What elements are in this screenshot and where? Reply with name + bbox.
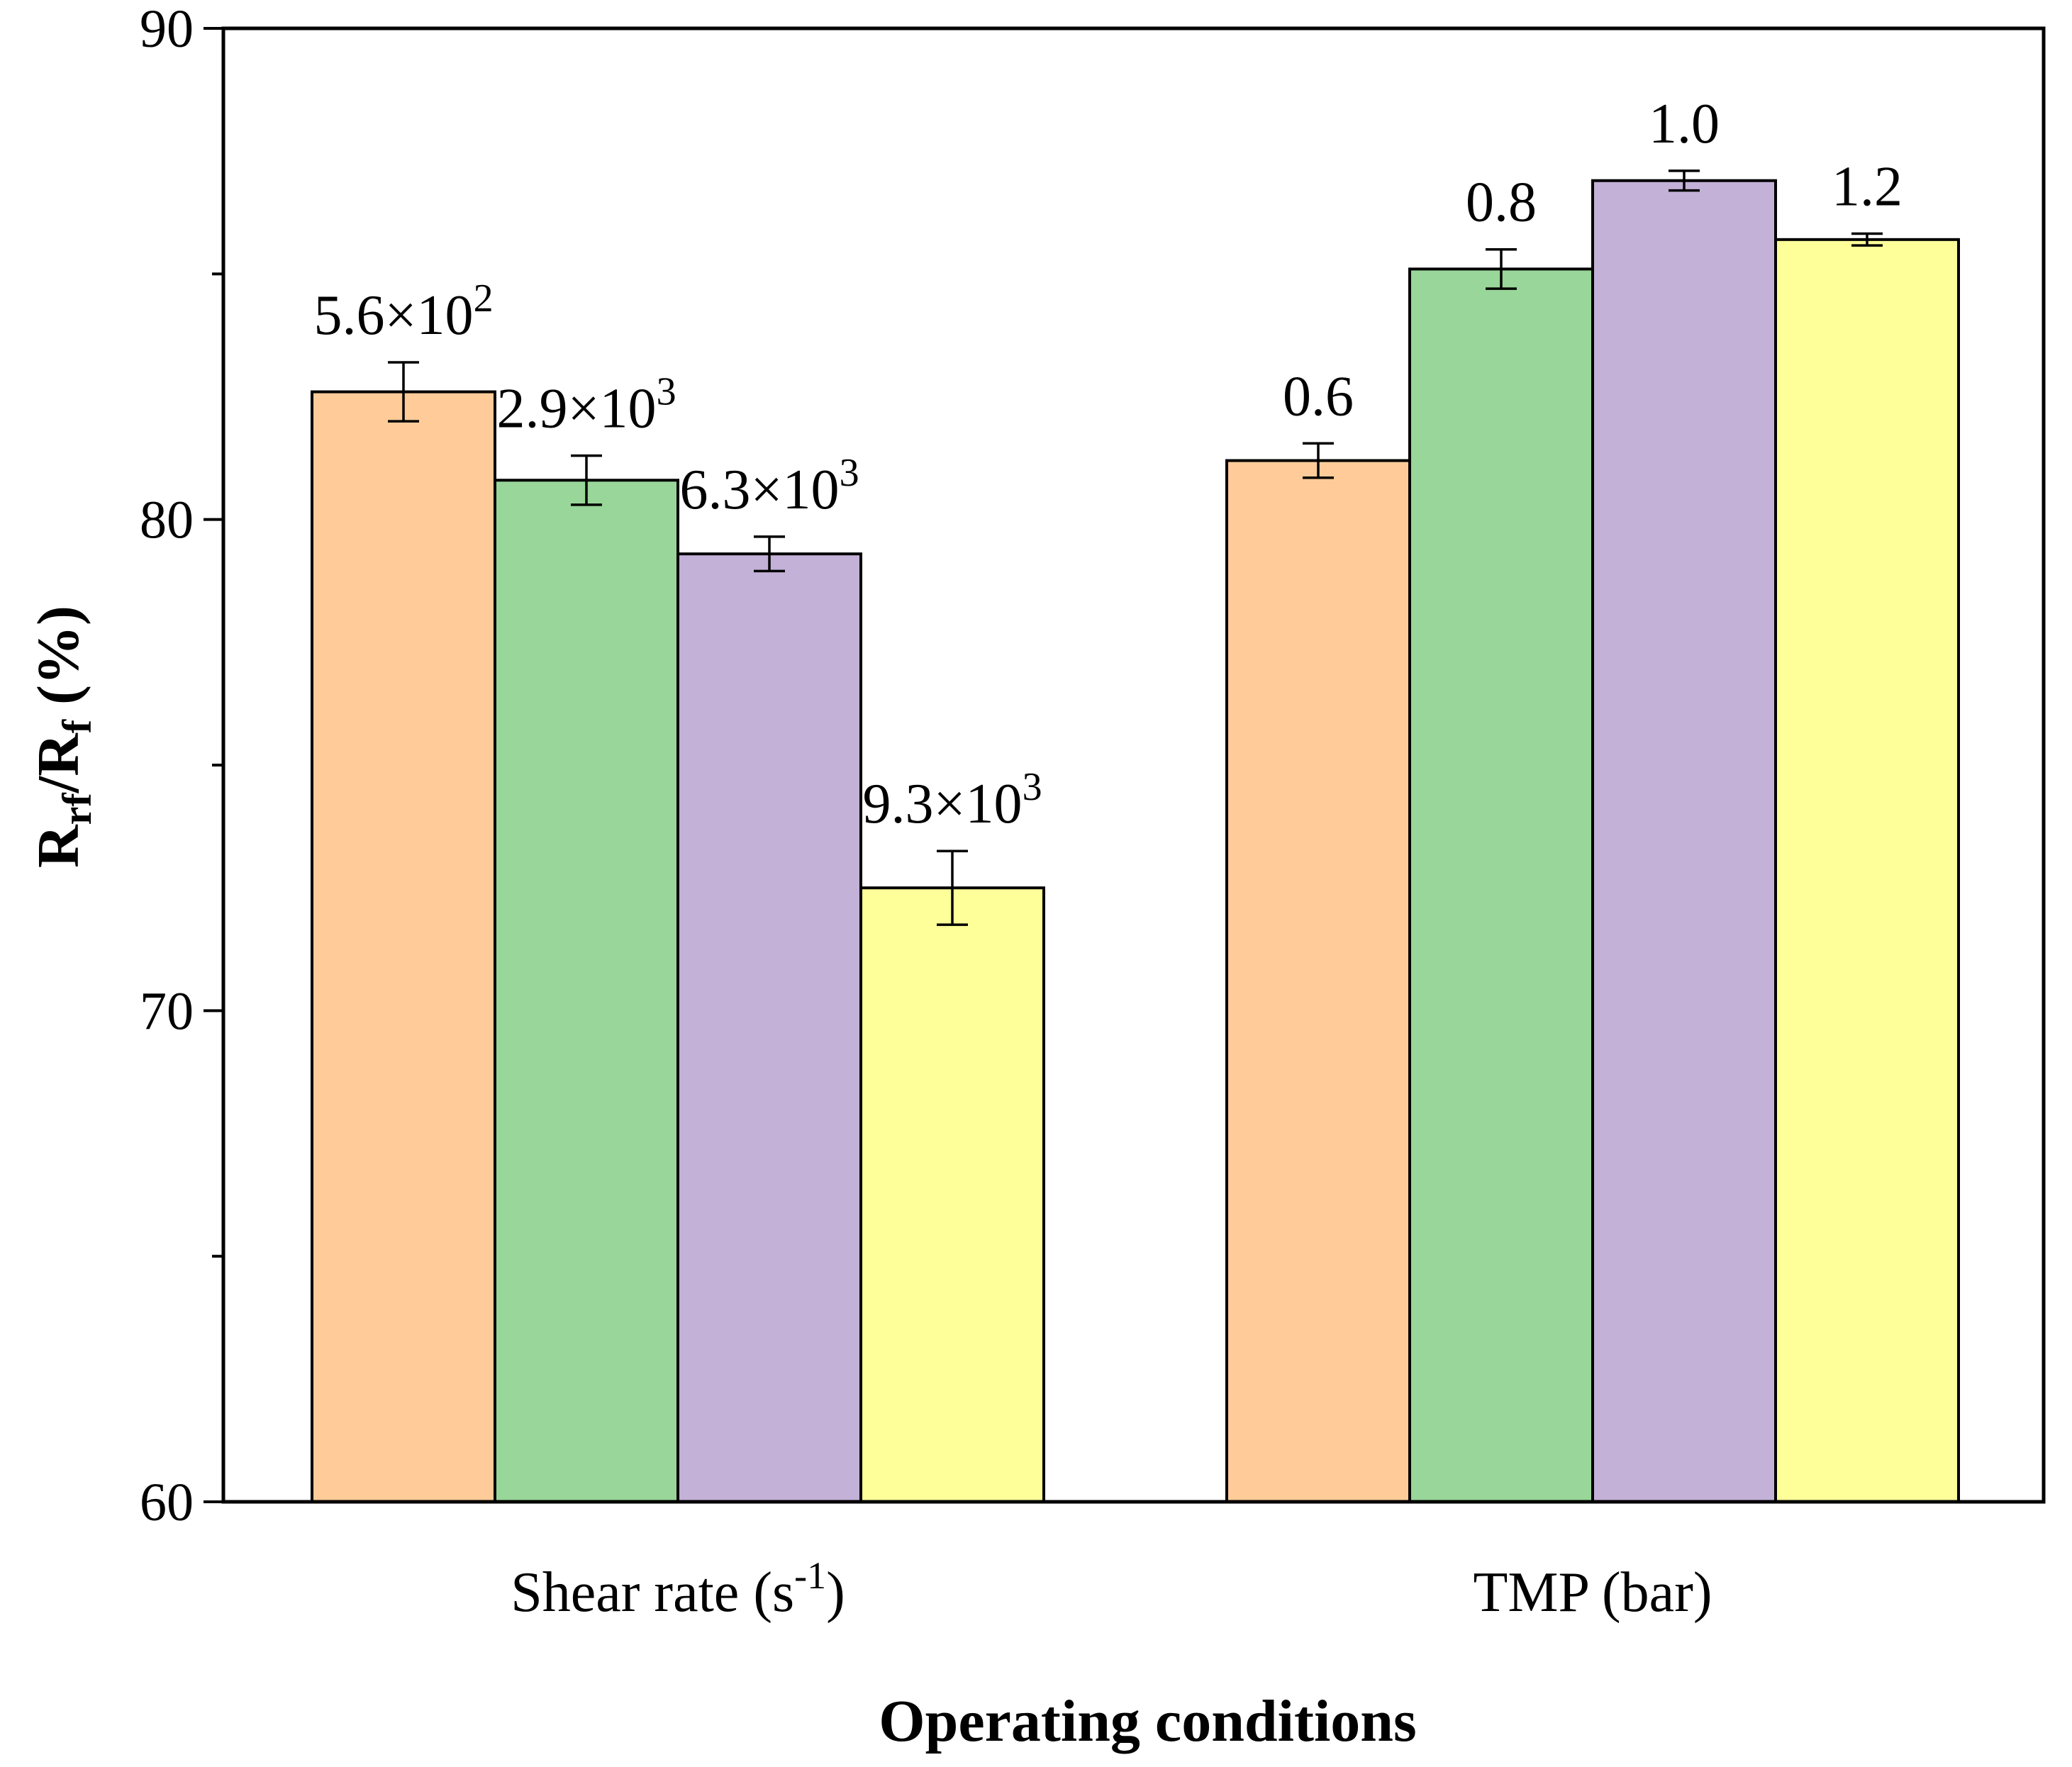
- error-bar: [1669, 169, 1700, 192]
- error-bar: [754, 535, 785, 573]
- bar: [311, 390, 496, 1503]
- bars-layer: [311, 169, 1960, 1504]
- x-category-main: TMP (bar): [1474, 1561, 1712, 1624]
- bar-label-sup: 3: [1023, 765, 1042, 809]
- bar-label-main: 0.8: [1466, 172, 1537, 234]
- bar: [1225, 459, 1411, 1504]
- bar-label: 1.2: [1832, 156, 1903, 218]
- bar-label-main: 1.2: [1832, 156, 1903, 218]
- x-category-close: ): [826, 1561, 845, 1624]
- y-tick-label: 90: [140, 0, 194, 59]
- bar-label: 6.3×103: [679, 451, 859, 521]
- error-bar: [571, 454, 602, 506]
- y-title-sub1: rf: [54, 793, 100, 825]
- bar-label: 0.6: [1283, 365, 1354, 428]
- error-bar: [1486, 247, 1517, 290]
- y-title-sub2: f: [54, 719, 100, 733]
- error-bar: [937, 849, 968, 926]
- y-tick-label: 70: [140, 981, 194, 1041]
- y-tick-label: 80: [140, 491, 194, 550]
- x-category-label: Shear rate (s-1): [511, 1554, 845, 1624]
- y-title-base: R: [26, 824, 91, 868]
- bar: [676, 552, 862, 1503]
- bar-label-main: 6.3×10: [679, 459, 839, 521]
- bar-label: 0.8: [1466, 172, 1537, 234]
- bar: [1774, 238, 1960, 1503]
- bar-label: 9.3×103: [862, 765, 1042, 835]
- bar: [494, 479, 679, 1504]
- bar-label: 5.6×102: [313, 277, 493, 347]
- y-axis: 60 70 80 90: [140, 0, 223, 1532]
- bar-label-sup: 2: [474, 277, 494, 320]
- bar-label-main: 5.6×10: [313, 284, 473, 347]
- y-axis-title: Rrf/Rf (%): [26, 606, 100, 868]
- x-category-label: TMP (bar): [1474, 1561, 1712, 1624]
- bar: [1408, 267, 1594, 1504]
- y-title-suffix: (%): [26, 606, 91, 720]
- x-category-main: Shear rate (s: [511, 1561, 794, 1624]
- error-bar: [1851, 232, 1883, 247]
- x-axis-categories: Shear rate (s-1) TMP (bar): [511, 1554, 1712, 1624]
- bar-label-main: 2.9×10: [496, 378, 656, 440]
- y-tick-label: 60: [140, 1473, 194, 1532]
- bar-label: 1.0: [1649, 93, 1720, 155]
- error-bar: [1303, 442, 1334, 479]
- x-category-sup: -1: [794, 1554, 826, 1597]
- bar-label-main: 9.3×10: [862, 773, 1022, 835]
- bar-label-main: 1.0: [1649, 93, 1720, 155]
- error-bar: [388, 361, 419, 423]
- bar-label-sup: 3: [840, 451, 859, 495]
- bar-label-sup: 3: [657, 370, 676, 414]
- x-axis-title: Operating conditions: [879, 1688, 1416, 1754]
- bar-label-main: 0.6: [1283, 365, 1354, 428]
- bar-label: 2.9×103: [496, 370, 676, 440]
- bar: [1591, 179, 1777, 1503]
- y-title-mid: /R: [26, 732, 91, 793]
- bar: [859, 886, 1045, 1503]
